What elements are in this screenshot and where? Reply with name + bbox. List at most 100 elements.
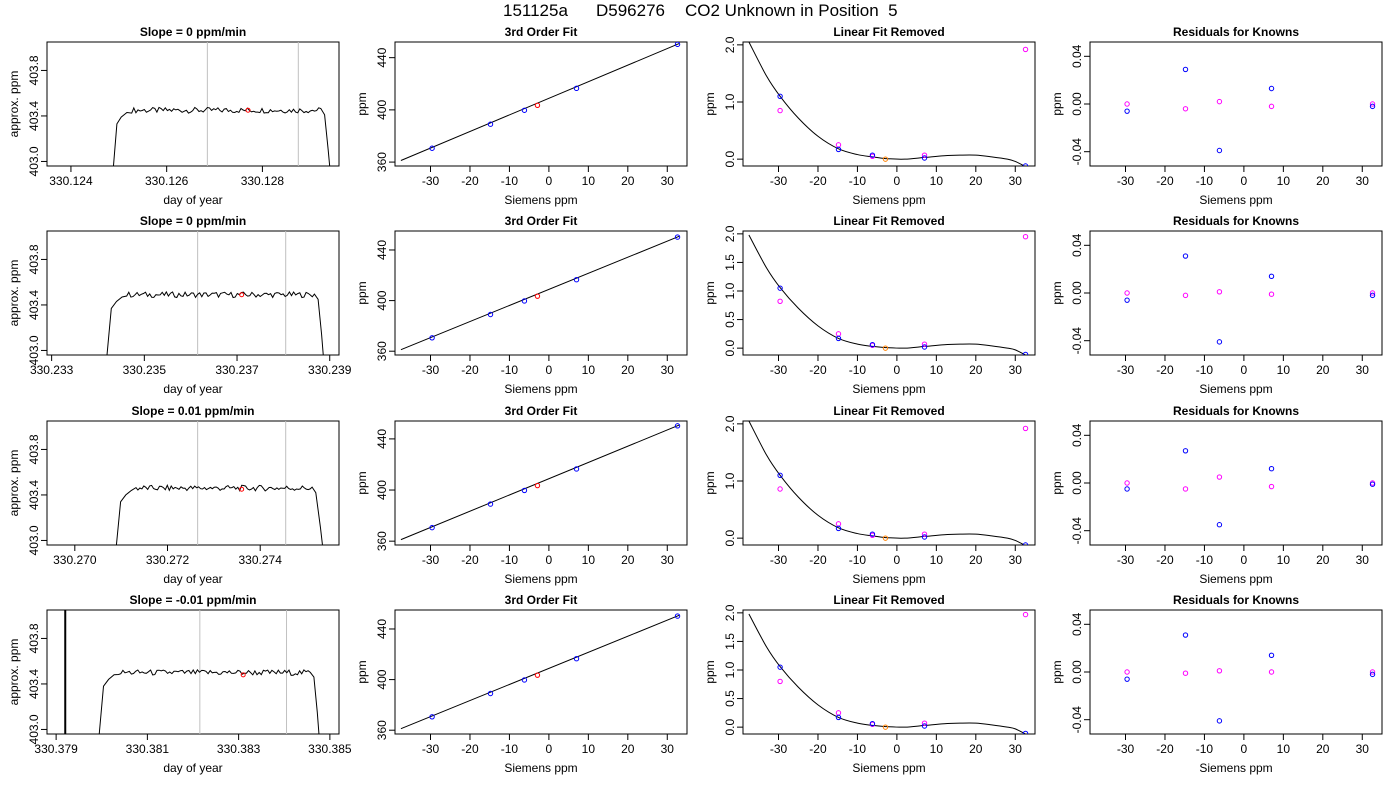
known-fitted-point (1022, 351, 1029, 355)
y-tick-label: 440 (375, 619, 389, 639)
plot-frame (742, 230, 1036, 356)
unknown-mean-point (239, 486, 245, 492)
x-tick-label: 30 (1356, 553, 1370, 567)
x-tick-label: 330.128 (241, 174, 285, 188)
panel-title: Slope = -0.01 ppm/min (129, 593, 256, 607)
residual-raw-point (1182, 486, 1189, 492)
known-fitted-point (869, 721, 876, 727)
y-axis-label: ppm (355, 281, 369, 304)
residual-fit-point (1216, 339, 1223, 345)
x-tick-label: 20 (621, 553, 635, 567)
x-tick-label: -10 (501, 174, 519, 188)
panel-title: Residuals for Knowns (1173, 25, 1299, 39)
x-tick-label: 330.274 (239, 553, 283, 567)
residual-fit-point (1182, 253, 1189, 259)
x-axis-label: day of year (163, 761, 222, 775)
y-tick-label: 0.5 (723, 311, 737, 328)
x-axis-label: Siemens ppm (852, 761, 925, 775)
residual-raw-point (1369, 669, 1376, 675)
known-raw-point (835, 710, 842, 716)
y-tick-label: 0.0 (723, 529, 737, 546)
x-tick-label: -20 (1156, 363, 1174, 377)
residual-fit-point (1182, 66, 1189, 73)
x-tick-label: 10 (1277, 174, 1291, 188)
known-fitted-point (869, 342, 876, 348)
plot-frame (46, 230, 340, 356)
known-standard-point (487, 501, 494, 507)
x-tick-label: 20 (969, 174, 983, 188)
x-tick-label: 330.124 (49, 174, 93, 188)
x-tick-label: 20 (621, 174, 635, 188)
known-fitted-point (921, 344, 928, 350)
x-tick-label: -30 (1117, 553, 1135, 567)
known-standard-point (487, 690, 494, 697)
known-fitted-point (777, 664, 783, 670)
concentration-trace (106, 290, 324, 355)
known-standard-point (521, 107, 528, 113)
x-tick-label: 10 (930, 742, 944, 756)
y-tick-label: -0.04 (1070, 706, 1084, 734)
y-axis-label: ppm (1050, 281, 1064, 304)
x-tick-label: 330.237 (215, 363, 259, 377)
residual-raw-point (1182, 670, 1189, 676)
y-tick-label: 403.8 (27, 244, 41, 274)
residual-raw-point (1124, 290, 1130, 296)
plot-frame (394, 420, 688, 546)
y-axis-label: ppm (355, 92, 369, 115)
y-tick-label: -0.04 (1070, 138, 1084, 166)
known-standard-point (487, 121, 494, 127)
x-tick-label: 20 (969, 742, 983, 756)
panel-title: Residuals for Knowns (1173, 404, 1299, 418)
x-tick-label: 330.233 (30, 363, 74, 377)
x-tick-label: 330.272 (146, 553, 190, 567)
residual-fit-point (1268, 273, 1275, 280)
fit-line (400, 614, 680, 730)
residual-raw-point (1216, 668, 1223, 674)
x-tick-label: 30 (1009, 174, 1023, 188)
plot-area (64, 610, 320, 734)
x-tick-label: 10 (1277, 553, 1291, 567)
x-tick-label: -30 (1117, 742, 1135, 756)
tank-id: D596276 (596, 1, 666, 20)
x-axis-label: Siemens ppm (1199, 193, 1272, 207)
panel-4-3: Residuals for Knowns -30 -20 -10 0 10 20 30 -0.0… (1050, 404, 1383, 586)
y-tick-label: 1.0 (723, 472, 737, 489)
y-tick-label: 400 (375, 480, 389, 500)
x-tick-label: 10 (1277, 363, 1291, 377)
page-title: 151125a D596276 CO2 Unknown in Position … (0, 0, 1400, 22)
x-tick-label: -10 (849, 742, 867, 756)
x-axis-label: Siemens ppm (1199, 572, 1272, 586)
known-fitted-point (835, 335, 842, 342)
panel-1-3: Slope = 0.01 ppm/min 330.270 330.272 330.27… (7, 404, 340, 586)
y-tick-label: 0.5 (723, 690, 737, 707)
unknown-mean-point (240, 672, 246, 678)
y-tick-label: 0.0 (723, 150, 737, 167)
y-tick-label: 403.4 (27, 669, 41, 699)
residual-fit-point (1268, 85, 1275, 92)
y-axis-label: ppm (703, 471, 717, 494)
x-tick-label: -20 (461, 174, 479, 188)
y-tick-label: 403.0 (27, 335, 41, 365)
y-tick-label: 1.5 (723, 633, 737, 650)
plot-area (400, 613, 681, 730)
x-tick-label: -10 (1196, 553, 1214, 567)
known-standard-point (429, 145, 435, 151)
panel-title: Slope = 0 ppm/min (140, 25, 246, 39)
y-tick-label: 1.0 (723, 93, 737, 110)
run-id: 151125a (503, 1, 568, 20)
residual-raw-point (1268, 483, 1275, 490)
panel-title: Linear Fit Removed (833, 25, 944, 39)
x-tick-label: -10 (501, 553, 519, 567)
known-raw-point (835, 521, 842, 527)
known-standard-point (487, 311, 494, 318)
y-tick-label: 403.8 (27, 434, 41, 464)
plot-frame (742, 420, 1036, 546)
known-fitted-point (777, 285, 783, 291)
y-tick-label: 440 (375, 429, 389, 449)
x-axis-label: Siemens ppm (504, 193, 577, 207)
x-tick-label: 10 (582, 742, 596, 756)
x-tick-label: -20 (461, 742, 479, 756)
y-axis-label: ppm (703, 660, 717, 683)
plot-frame (394, 609, 688, 735)
plot-frame (46, 609, 340, 735)
